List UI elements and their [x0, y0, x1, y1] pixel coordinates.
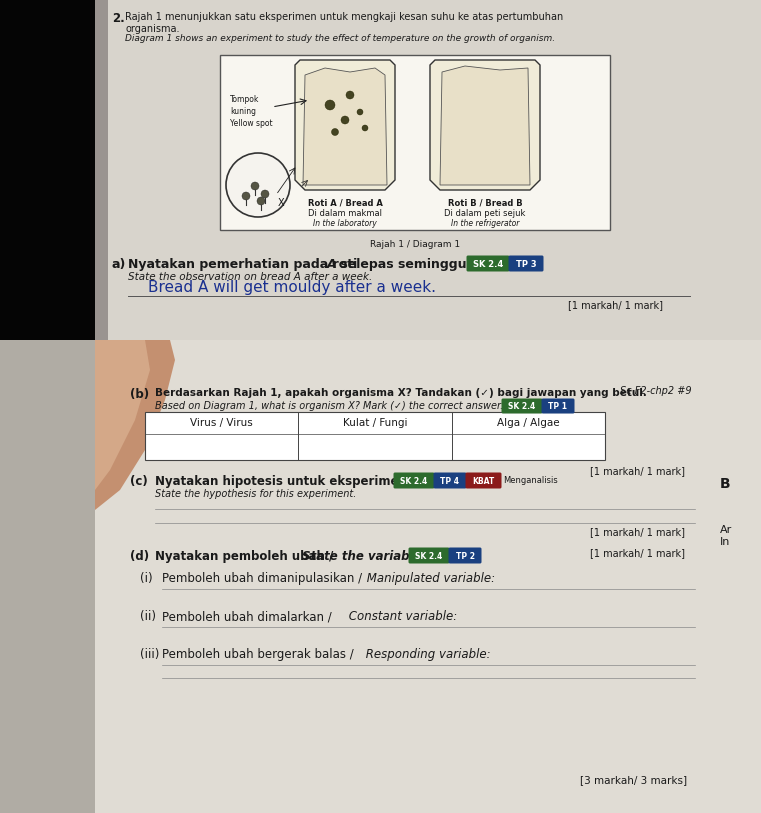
- FancyBboxPatch shape: [434, 472, 466, 489]
- Bar: [108, 0, 761, 340]
- Polygon shape: [303, 68, 387, 185]
- Text: State the variable:: State the variable:: [298, 550, 426, 563]
- Text: 2.: 2.: [112, 12, 125, 25]
- Text: Virus / Virus: Virus / Virus: [190, 418, 253, 428]
- Text: Di dalam makmal: Di dalam makmal: [308, 209, 382, 218]
- Circle shape: [332, 128, 339, 136]
- Circle shape: [242, 192, 250, 200]
- Circle shape: [226, 153, 290, 217]
- Text: Diagram 1 shows an experiment to study the effect of temperature on the growth o: Diagram 1 shows an experiment to study t…: [125, 34, 555, 43]
- FancyBboxPatch shape: [542, 398, 575, 414]
- Circle shape: [257, 197, 265, 205]
- Text: (d): (d): [130, 550, 149, 563]
- Text: In the laboratory: In the laboratory: [313, 219, 377, 228]
- Text: State the observation on bread A after a week.: State the observation on bread A after a…: [128, 272, 372, 282]
- Bar: [0, 340, 761, 813]
- Circle shape: [251, 182, 259, 190]
- Text: (i): (i): [140, 572, 153, 585]
- Text: Berdasarkan Rajah 1, apakah organisma X? Tandakan (✓) bagi jawapan yang betul.: Berdasarkan Rajah 1, apakah organisma X?…: [155, 388, 647, 398]
- Circle shape: [261, 190, 269, 198]
- Text: [1 markah/ 1 mark]: [1 markah/ 1 mark]: [590, 527, 685, 537]
- Text: Rajah 1 / Diagram 1: Rajah 1 / Diagram 1: [370, 240, 460, 249]
- Text: Tompok
kuning
Yellow spot: Tompok kuning Yellow spot: [230, 95, 272, 128]
- FancyBboxPatch shape: [466, 255, 510, 272]
- Text: In the refrigerator: In the refrigerator: [451, 219, 519, 228]
- Text: [3 markah/ 3 marks]: [3 markah/ 3 marks]: [580, 775, 687, 785]
- Text: Menganalisis: Menganalisis: [503, 476, 558, 485]
- Text: Kulat / Fungi: Kulat / Fungi: [342, 418, 407, 428]
- Text: Nyatakan hipotesis untuk eksperimen ini.: Nyatakan hipotesis untuk eksperimen ini.: [155, 475, 432, 488]
- Text: (ii): (ii): [140, 610, 156, 623]
- Text: Sc F2-chp2 #9: Sc F2-chp2 #9: [620, 386, 692, 396]
- Text: SK 2.4: SK 2.4: [508, 402, 536, 411]
- Text: Pemboleh ubah dimalarkan /: Pemboleh ubah dimalarkan /: [162, 610, 332, 623]
- FancyBboxPatch shape: [393, 472, 435, 489]
- Text: Responding variable:: Responding variable:: [362, 648, 491, 661]
- Circle shape: [346, 91, 354, 99]
- Polygon shape: [440, 66, 530, 185]
- Text: Rajah 1 menunjukkan satu eksperimen untuk mengkaji kesan suhu ke atas pertumbuha: Rajah 1 menunjukkan satu eksperimen untu…: [125, 12, 563, 22]
- Text: Nyatakan pemboleh ubah /: Nyatakan pemboleh ubah /: [155, 550, 333, 563]
- Text: SK 2.4: SK 2.4: [473, 259, 503, 268]
- Circle shape: [341, 116, 349, 124]
- Text: (iii): (iii): [140, 648, 159, 661]
- Circle shape: [325, 100, 335, 110]
- Text: Di dalam peti sejuk: Di dalam peti sejuk: [444, 209, 526, 218]
- Text: A: A: [327, 258, 336, 271]
- Circle shape: [357, 109, 363, 115]
- Circle shape: [362, 125, 368, 131]
- Text: (c): (c): [130, 475, 148, 488]
- Text: [1 markah/ 1 mark]: [1 markah/ 1 mark]: [568, 300, 663, 310]
- Bar: [220, 55, 610, 230]
- Text: TP 4: TP 4: [441, 476, 460, 485]
- Text: Based on Diagram 1, what is organism X? Mark (✓) the correct answer.: Based on Diagram 1, what is organism X? …: [155, 401, 503, 411]
- Bar: [95, 340, 761, 813]
- FancyBboxPatch shape: [466, 472, 501, 489]
- Text: SK 2.4: SK 2.4: [400, 476, 428, 485]
- Text: State the hypothesis for this experiment.: State the hypothesis for this experiment…: [155, 489, 356, 499]
- Text: Roti B / Bread B: Roti B / Bread B: [447, 198, 522, 207]
- FancyBboxPatch shape: [409, 547, 450, 563]
- Polygon shape: [95, 340, 175, 510]
- Text: Pemboleh ubah bergerak balas /: Pemboleh ubah bergerak balas /: [162, 648, 354, 661]
- Text: a): a): [112, 258, 126, 271]
- Text: B: B: [720, 477, 731, 491]
- Text: TP 2: TP 2: [456, 551, 475, 560]
- FancyBboxPatch shape: [501, 398, 543, 414]
- Bar: [0, 0, 95, 813]
- FancyBboxPatch shape: [448, 547, 482, 563]
- Bar: [145, 412, 605, 460]
- Text: KBAT: KBAT: [472, 476, 494, 485]
- Text: [1 markah/ 1 mark]: [1 markah/ 1 mark]: [590, 466, 685, 476]
- Polygon shape: [95, 340, 150, 490]
- Text: TP 3: TP 3: [516, 259, 537, 268]
- Bar: [95, 0, 761, 340]
- Text: SK 2.4: SK 2.4: [416, 551, 443, 560]
- FancyBboxPatch shape: [508, 255, 543, 272]
- Text: In: In: [720, 537, 731, 547]
- Text: selepas seminggu.: selepas seminggu.: [336, 258, 471, 271]
- Polygon shape: [295, 60, 395, 190]
- Text: Roti A / Bread A: Roti A / Bread A: [307, 198, 383, 207]
- Text: X: X: [278, 198, 285, 208]
- Text: Manipulated variable:: Manipulated variable:: [363, 572, 495, 585]
- Text: TP 1: TP 1: [549, 402, 568, 411]
- Polygon shape: [430, 60, 540, 190]
- Text: Bread A will get mouldy after a week.: Bread A will get mouldy after a week.: [148, 280, 436, 295]
- Text: Alga / Algae: Alga / Algae: [497, 418, 559, 428]
- Text: Pemboleh ubah dimanipulasikan /: Pemboleh ubah dimanipulasikan /: [162, 572, 362, 585]
- Text: Constant variable:: Constant variable:: [345, 610, 457, 623]
- Text: [1 markah/ 1 mark]: [1 markah/ 1 mark]: [590, 548, 685, 558]
- Text: Nyatakan pemerhatian pada roti: Nyatakan pemerhatian pada roti: [128, 258, 361, 271]
- Text: Ar: Ar: [720, 525, 732, 535]
- Text: organisma.: organisma.: [125, 24, 180, 34]
- Text: (b): (b): [130, 388, 149, 401]
